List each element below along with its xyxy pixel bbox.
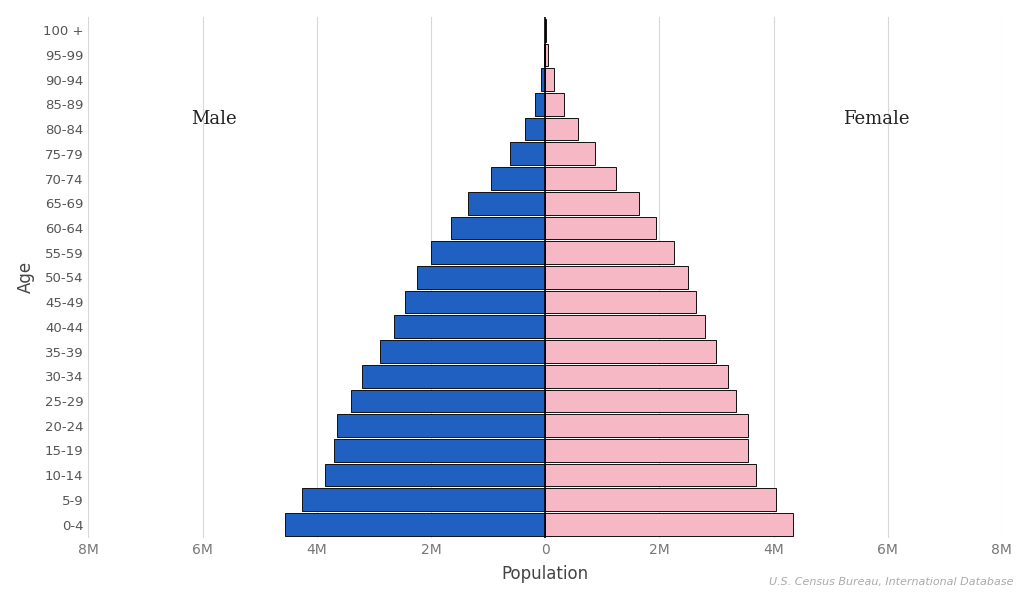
- Bar: [333, 439, 545, 462]
- Text: U.S. Census Bureau, International Database: U.S. Census Bureau, International Databa…: [769, 577, 1014, 587]
- Bar: [545, 439, 748, 462]
- Bar: [394, 316, 545, 338]
- Bar: [545, 365, 728, 388]
- Bar: [545, 291, 697, 313]
- Bar: [509, 142, 545, 165]
- Bar: [545, 464, 756, 487]
- Text: Female: Female: [843, 110, 910, 128]
- Bar: [544, 44, 545, 67]
- Bar: [351, 389, 545, 412]
- Bar: [545, 488, 776, 511]
- Bar: [541, 68, 545, 91]
- Bar: [545, 316, 705, 338]
- Bar: [545, 167, 616, 190]
- Bar: [545, 266, 687, 289]
- Bar: [451, 217, 545, 239]
- Bar: [545, 340, 716, 363]
- Bar: [362, 365, 545, 388]
- Bar: [336, 415, 545, 437]
- Bar: [535, 93, 545, 116]
- Bar: [525, 118, 545, 140]
- Bar: [431, 241, 545, 264]
- Bar: [545, 68, 554, 91]
- Y-axis label: Age: Age: [16, 262, 35, 293]
- Bar: [545, 142, 596, 165]
- Bar: [545, 118, 578, 140]
- Bar: [545, 389, 737, 412]
- Bar: [491, 167, 545, 190]
- Bar: [545, 513, 793, 536]
- X-axis label: Population: Population: [501, 565, 589, 583]
- Bar: [325, 464, 545, 487]
- Bar: [545, 217, 657, 239]
- Bar: [545, 241, 674, 264]
- Bar: [380, 340, 545, 363]
- Bar: [285, 513, 545, 536]
- Bar: [545, 192, 639, 215]
- Bar: [405, 291, 545, 313]
- Bar: [545, 93, 564, 116]
- Bar: [545, 415, 748, 437]
- Bar: [468, 192, 545, 215]
- Bar: [303, 488, 545, 511]
- Bar: [545, 44, 548, 67]
- Text: Male: Male: [191, 110, 237, 128]
- Bar: [417, 266, 545, 289]
